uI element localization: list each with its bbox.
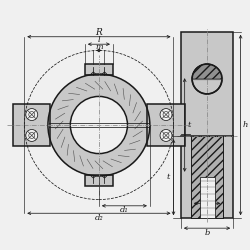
Text: t: t [188, 121, 191, 129]
Circle shape [163, 132, 169, 138]
Circle shape [26, 108, 38, 120]
Bar [191, 136, 223, 218]
Text: R: R [96, 28, 102, 37]
Circle shape [29, 132, 35, 138]
Text: d₁: d₁ [120, 206, 129, 214]
Bar [181, 32, 233, 218]
Circle shape [163, 112, 169, 117]
Bar [13, 104, 51, 146]
Text: b: b [204, 229, 210, 237]
Circle shape [160, 130, 172, 141]
Bar [85, 64, 113, 75]
Circle shape [48, 74, 150, 176]
Text: l: l [98, 36, 100, 44]
Bar [191, 136, 223, 218]
Bar [85, 175, 113, 186]
Text: m: m [95, 43, 103, 51]
Circle shape [160, 108, 172, 120]
Text: d₂: d₂ [94, 214, 103, 222]
Circle shape [26, 130, 38, 141]
Text: t: t [167, 173, 170, 181]
Bar [200, 177, 214, 218]
Circle shape [29, 112, 35, 117]
Text: G: G [204, 196, 210, 203]
Text: h: h [243, 121, 248, 129]
Circle shape [70, 96, 128, 154]
Circle shape [192, 64, 222, 94]
Bar [148, 104, 185, 146]
